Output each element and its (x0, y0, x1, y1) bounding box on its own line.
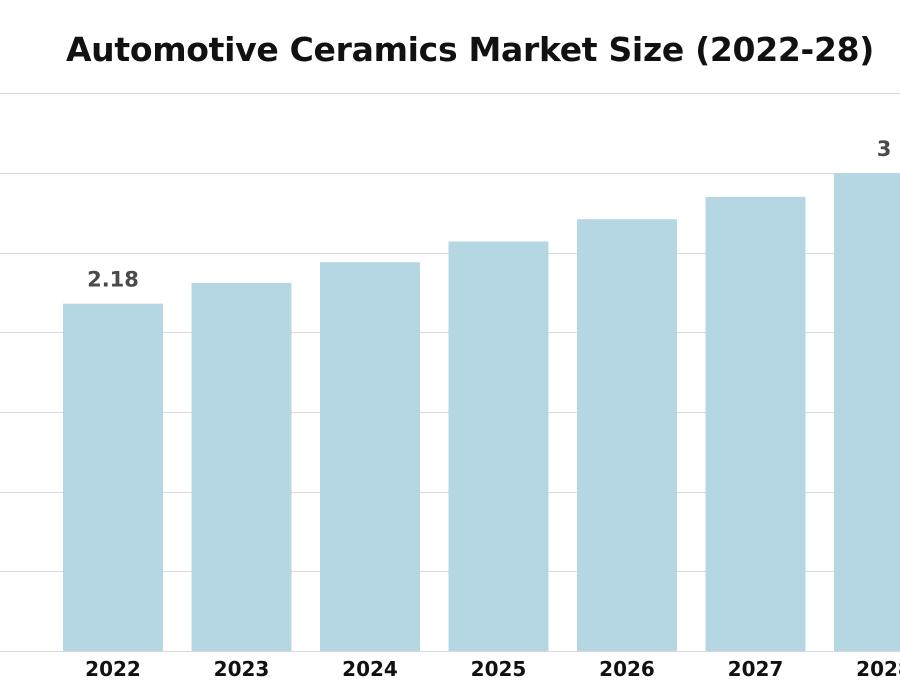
x-tick-2028: 2028 (856, 657, 900, 681)
x-axis-ticks: 2022 2023 2024 2025 2026 2027 2028 (85, 657, 900, 681)
bars (63, 173, 900, 652)
bar-2026 (577, 219, 677, 651)
x-tick-2025: 2025 (471, 657, 527, 681)
bar-2022 (63, 303, 163, 651)
x-tick-2023: 2023 (214, 657, 270, 681)
bar-2024 (320, 262, 420, 651)
bar-2027 (705, 196, 806, 652)
x-tick-2024: 2024 (342, 657, 398, 681)
bar-2028 (834, 173, 900, 651)
x-tick-2022: 2022 (85, 657, 141, 681)
data-labels: 2.18 3 (87, 137, 891, 292)
data-label-2022: 2.18 (87, 268, 139, 292)
x-tick-2027: 2027 (728, 657, 784, 681)
data-label-2028: 3 (877, 137, 892, 161)
bar-2023 (191, 282, 292, 651)
x-tick-2026: 2026 (599, 657, 655, 681)
chart-title: Automotive Ceramics Market Size (2022-28… (65, 30, 875, 69)
bar-2025 (448, 241, 549, 651)
